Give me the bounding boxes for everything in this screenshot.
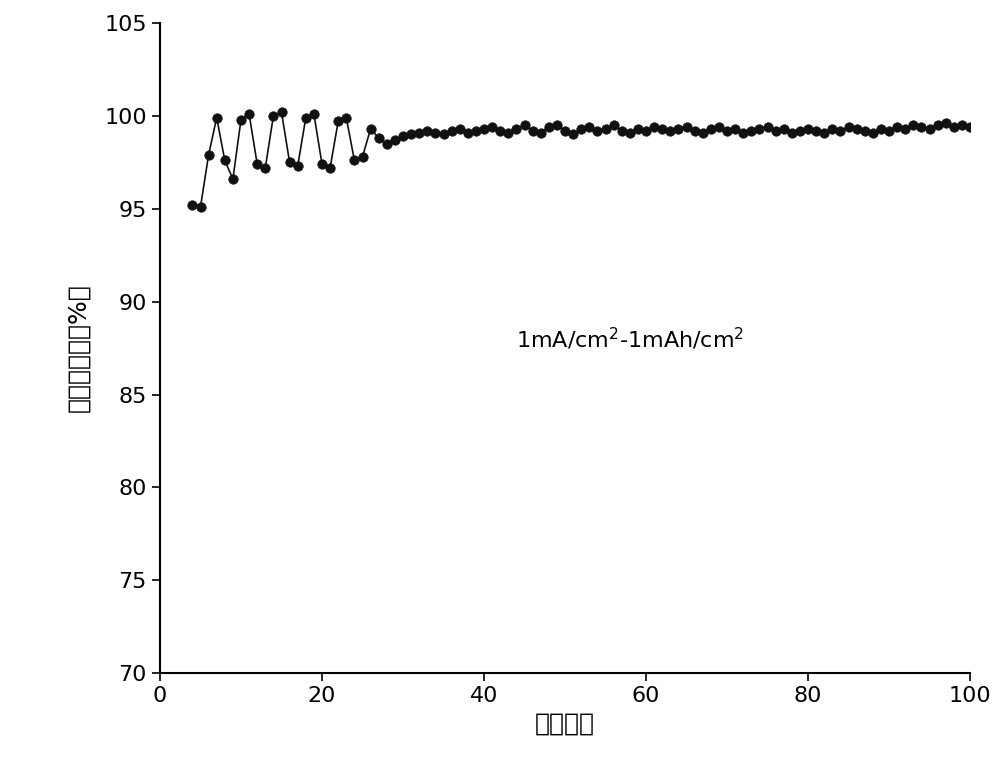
Y-axis label: 充放电效率（%）: 充放电效率（%） [66,284,90,412]
X-axis label: 循环序号: 循环序号 [535,712,595,736]
Text: 1mA/cm$^2$-1mAh/cm$^2$: 1mA/cm$^2$-1mAh/cm$^2$ [516,326,745,353]
